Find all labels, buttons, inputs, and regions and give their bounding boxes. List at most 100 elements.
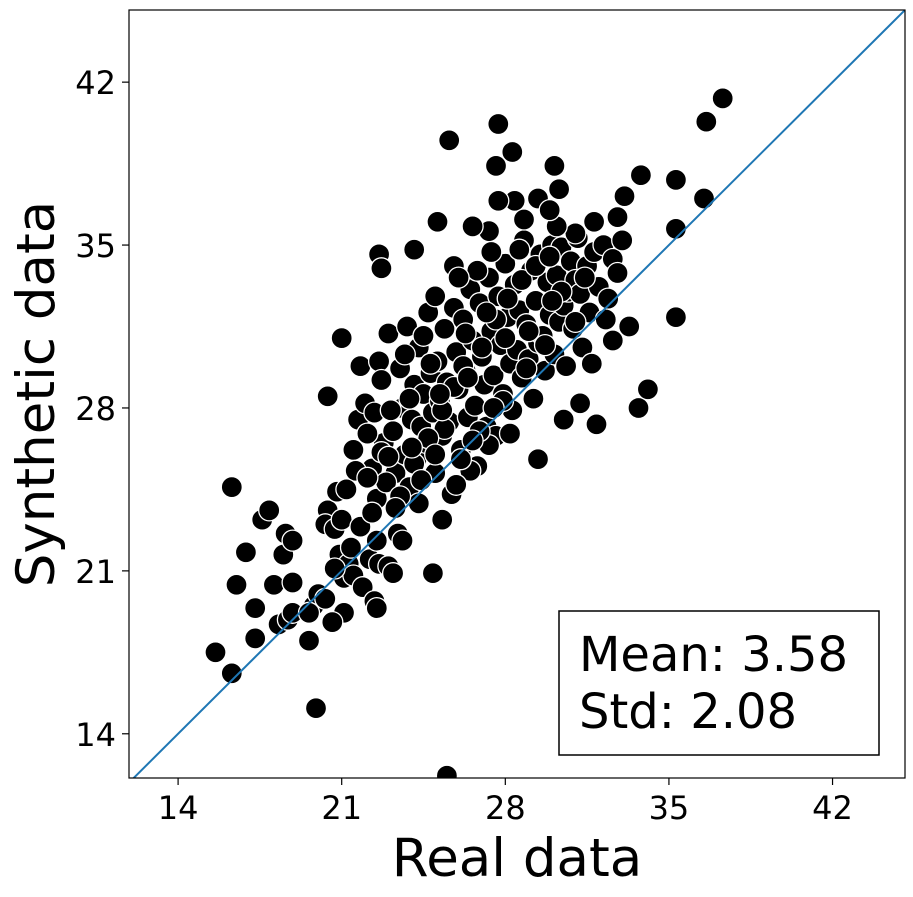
data-point (225, 573, 248, 596)
data-point (330, 508, 353, 531)
data-point (419, 352, 442, 375)
data-point (304, 697, 328, 720)
data-point (484, 154, 508, 178)
data-point (421, 562, 445, 585)
data-point (244, 596, 267, 620)
data-point (220, 662, 243, 685)
data-point (330, 326, 353, 350)
data-point (367, 350, 391, 373)
data-point (412, 324, 435, 347)
data-point (335, 478, 358, 501)
data-point (445, 473, 468, 496)
data-point (466, 259, 489, 282)
data-point (461, 215, 484, 238)
data-point (470, 336, 494, 359)
data-point (447, 266, 470, 289)
data-point (393, 343, 416, 366)
data-point (433, 317, 456, 340)
data-point (496, 287, 519, 310)
data-point (381, 420, 405, 443)
data-point (403, 238, 426, 261)
data-point (627, 396, 650, 420)
data-point (564, 222, 587, 245)
data-point (428, 382, 452, 406)
data-point (244, 627, 267, 650)
data-point (533, 333, 557, 357)
data-point (424, 443, 447, 466)
data-point (377, 445, 400, 468)
data-point (538, 198, 561, 222)
data-point (611, 229, 634, 252)
data-point (601, 329, 624, 352)
data-point (618, 315, 641, 338)
data-point (463, 394, 487, 417)
x-tick-label: 35 (649, 789, 690, 827)
data-point (365, 596, 388, 620)
data-point (568, 392, 592, 415)
data-point (426, 210, 449, 233)
data-point (564, 310, 587, 334)
data-point (606, 261, 629, 285)
data-point (356, 422, 379, 445)
data-point (515, 357, 538, 380)
x-tick-label: 28 (485, 789, 526, 827)
identity-line (132, 10, 905, 778)
std-label: Std: 2.08 (579, 684, 797, 740)
data-point (407, 492, 430, 515)
data-point (431, 508, 454, 531)
data-point (508, 238, 531, 261)
y-tick-label: 28 (75, 390, 116, 428)
data-point (517, 320, 540, 343)
y-axis-label: Synthetic data (6, 201, 67, 587)
data-point (512, 208, 536, 231)
data-point (258, 499, 281, 522)
data-point (711, 87, 734, 110)
data-point (438, 129, 461, 152)
data-point (487, 112, 510, 136)
data-point (424, 285, 447, 308)
data-point (664, 168, 688, 192)
data-point (543, 154, 566, 178)
mean-label: Mean: 3.58 (579, 627, 848, 683)
data-point (381, 562, 405, 585)
data-point (538, 245, 561, 268)
data-point (494, 326, 517, 350)
data-point (220, 475, 243, 499)
data-point (370, 257, 393, 280)
data-point (456, 366, 480, 389)
data-point (262, 573, 286, 596)
data-point (613, 185, 636, 208)
x-tick-label: 21 (321, 789, 362, 827)
data-point (297, 601, 321, 624)
x-axis-label: Real data (392, 828, 642, 889)
data-point (314, 587, 337, 610)
axis-ticks: 14 14 21 21 28 28 35 35 42 42 (75, 64, 853, 827)
data-point (454, 322, 477, 345)
data-point (234, 541, 258, 564)
data-point (695, 110, 718, 133)
data-point (435, 764, 459, 778)
data-point (585, 413, 608, 436)
data-point (410, 468, 433, 492)
data-point (379, 399, 402, 422)
data-point (281, 529, 304, 552)
data-point (370, 368, 393, 392)
data-point (540, 289, 564, 313)
data-point (342, 438, 365, 462)
data-point (339, 536, 363, 559)
data-point (475, 301, 498, 324)
data-point (629, 164, 653, 187)
stats-box-frame (558, 610, 880, 756)
data-point (526, 448, 550, 471)
data-point (580, 352, 603, 375)
data-point (360, 501, 384, 524)
data-point (510, 268, 533, 292)
data-point (501, 140, 524, 164)
scatter-points (132, 10, 905, 778)
data-point (482, 364, 505, 387)
data-point (692, 187, 716, 210)
data-point (297, 629, 321, 652)
data-point (594, 308, 617, 331)
data-point (480, 240, 503, 264)
